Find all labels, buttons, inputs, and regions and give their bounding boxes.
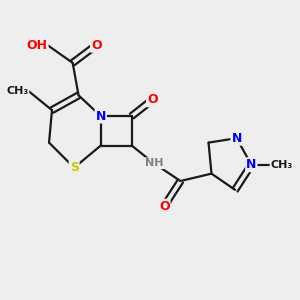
Text: CH₃: CH₃	[6, 86, 28, 96]
Text: S: S	[70, 161, 79, 174]
Text: O: O	[91, 39, 102, 52]
Text: N: N	[231, 132, 242, 145]
Text: OH: OH	[27, 39, 48, 52]
Text: N: N	[246, 158, 256, 171]
Text: CH₃: CH₃	[271, 160, 293, 170]
Text: O: O	[159, 200, 169, 213]
Text: O: O	[147, 93, 158, 106]
Text: NH: NH	[145, 158, 163, 168]
Text: N: N	[95, 110, 106, 122]
